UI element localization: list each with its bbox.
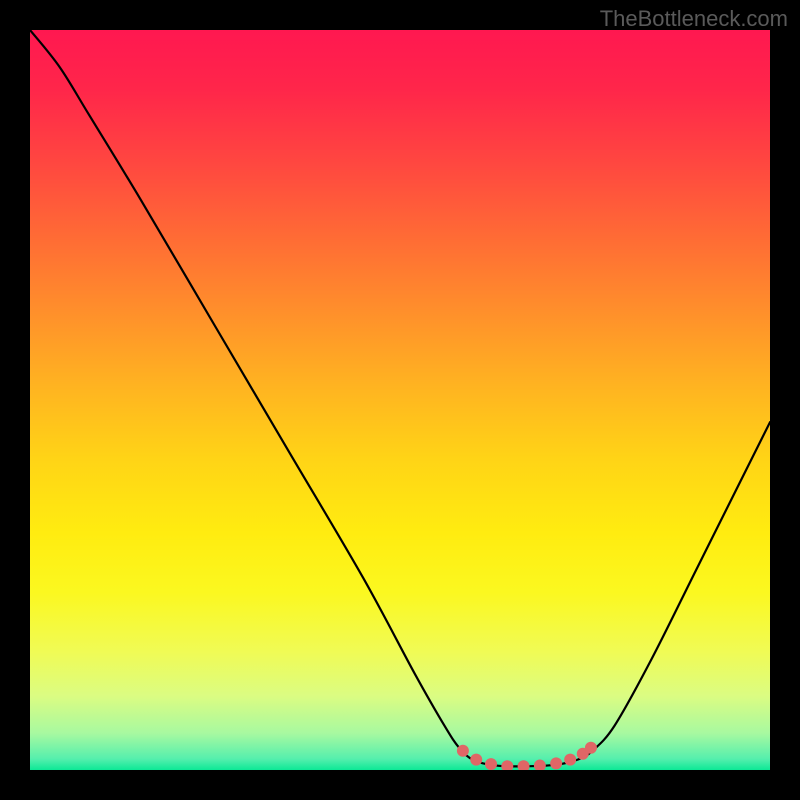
gradient-background [30, 30, 770, 770]
watermark-text: TheBottleneck.com [600, 6, 788, 32]
marker-point [564, 754, 576, 766]
bottleneck-curve-chart [30, 30, 770, 770]
marker-point [485, 758, 497, 770]
marker-point [470, 754, 482, 766]
chart-plot-area [30, 30, 770, 770]
marker-point [550, 757, 562, 769]
chart-container: TheBottleneck.com [0, 0, 800, 800]
marker-point [585, 742, 597, 754]
marker-point [457, 745, 469, 757]
